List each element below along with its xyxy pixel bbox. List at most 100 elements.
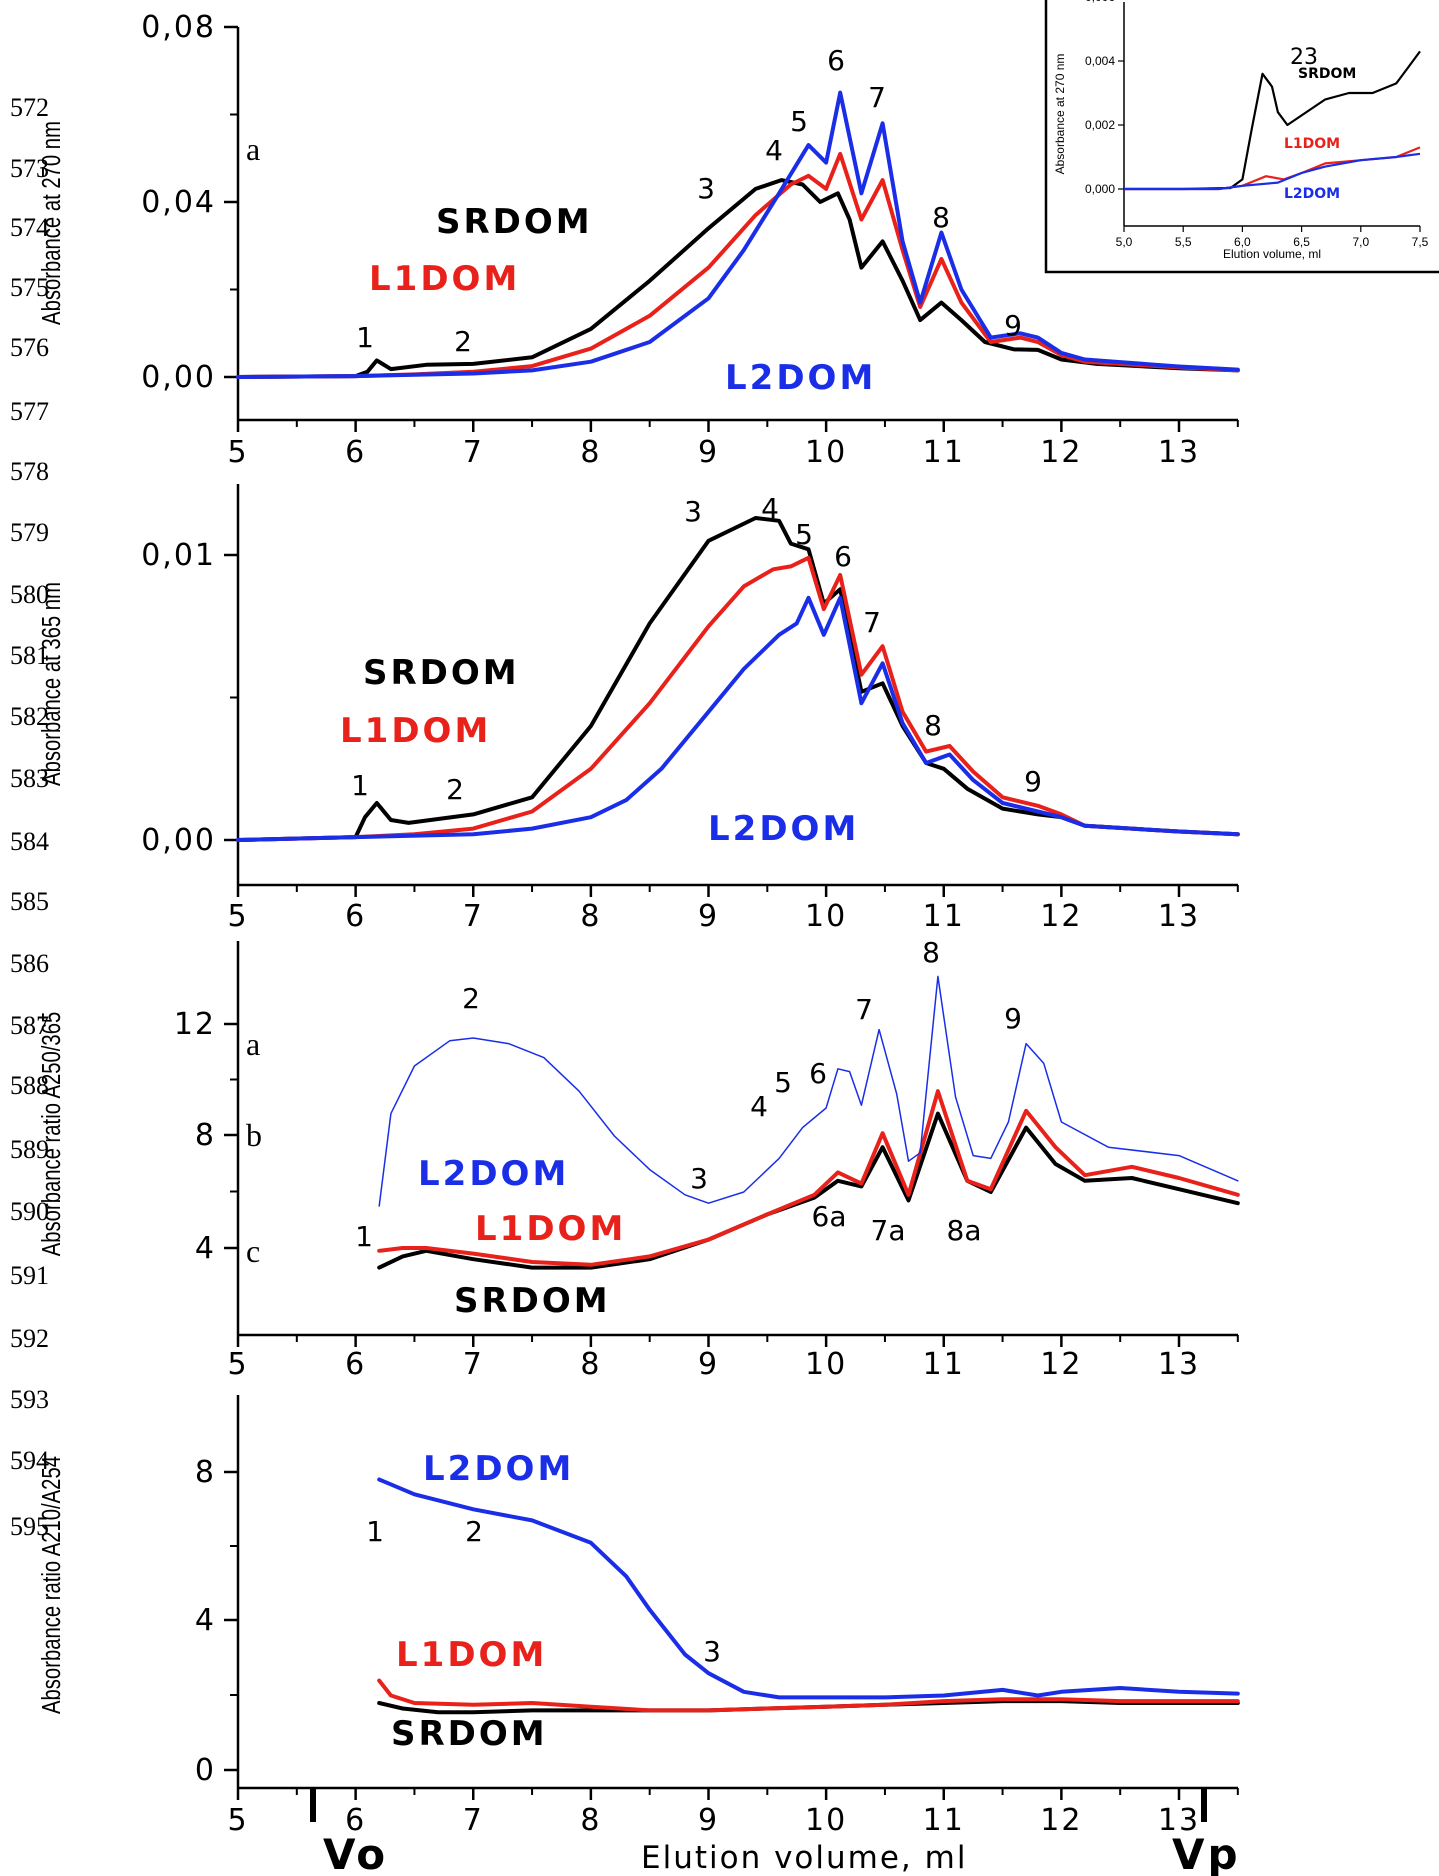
stray-letter: a	[246, 131, 260, 167]
y-axis-title: Absorbance at 270 nm	[37, 121, 66, 325]
x-tick-label: 11	[923, 1803, 965, 1838]
y-tick-label: 4	[195, 1231, 216, 1266]
series-label-l1dom: L1DOM	[369, 259, 520, 299]
peak-label: 1	[351, 769, 369, 802]
peak-label: 3	[697, 172, 715, 205]
peak-label: 1	[356, 321, 374, 354]
inset-x-tick-label: 5,0	[1116, 235, 1133, 249]
line-number: 581	[10, 641, 49, 670]
peak-label: 6	[809, 1057, 827, 1090]
series-label-srdom: SRDOM	[436, 202, 593, 242]
x-tick-label: 9	[698, 899, 719, 934]
peak-label: 8a	[947, 1214, 982, 1247]
inset-x-tick-label: 5,5	[1175, 235, 1192, 249]
peak-label: 9	[1004, 309, 1022, 342]
peak-label: 2	[446, 773, 464, 806]
x-tick-label: 5	[227, 899, 248, 934]
peak-label: 8	[924, 709, 942, 742]
x-tick-label: 12	[1040, 899, 1082, 934]
line-number: 578	[10, 457, 49, 486]
peak-label: 6	[834, 540, 852, 573]
x-tick-label: 6	[345, 899, 366, 934]
stray-letters: a a b c	[246, 131, 262, 1269]
line-number: 574	[10, 213, 49, 242]
peak-label: 8	[932, 201, 950, 234]
line-number: 594	[10, 1446, 49, 1475]
x-tick-label: 7	[463, 1347, 484, 1382]
x-tick-label: 5	[227, 1347, 248, 1382]
y-tick-label: 0,08	[141, 10, 216, 45]
line-number: 591	[10, 1261, 49, 1290]
stray-letter: b	[246, 1117, 262, 1153]
inset-y-axis-title: Absorbance at 270 nm	[1053, 54, 1067, 175]
inset-x-axis-title: Elution volume, ml	[1223, 247, 1321, 261]
peak-label: 3	[684, 495, 702, 528]
peak-label: 6a	[812, 1200, 847, 1233]
x-axis-footer: Vo Elution volume, ml Vp	[310, 1789, 1241, 1876]
x-tick-label: 8	[580, 1803, 601, 1838]
x-tick-label: 11	[923, 1347, 965, 1382]
peak-label: 2	[462, 982, 480, 1015]
peak-label: 7a	[871, 1214, 906, 1247]
x-tick-label: 10	[805, 435, 847, 470]
peak-label: 2	[454, 325, 472, 358]
peak-label: 7	[868, 81, 886, 114]
peak-label: 7	[863, 606, 881, 639]
series-label-l2dom: L2DOM	[708, 809, 859, 849]
line-number: 573	[10, 154, 49, 183]
line-number: 576	[10, 333, 49, 362]
line-numbers: 572 573 574 575 576 577 578 579 580 581 582 583 584 5…	[10, 93, 49, 1541]
peak-label: 2	[465, 1515, 483, 1548]
peak-label: 8	[922, 936, 940, 969]
vp-label: Vp	[1172, 1830, 1241, 1876]
series-label-l2dom: L2DOM	[423, 1449, 574, 1489]
x-tick-label: 8	[580, 899, 601, 934]
x-tick-label: 12	[1040, 435, 1082, 470]
y-tick-label: 0,01	[141, 538, 216, 573]
line-number: 579	[10, 518, 49, 547]
y-tick-label: 8	[195, 1118, 216, 1153]
peak-label: 4	[750, 1090, 768, 1123]
line-number: 583	[10, 764, 49, 793]
peak-label: 9	[1024, 765, 1042, 798]
line-number: 587	[10, 1011, 49, 1040]
series-label-l1dom: L1DOM	[475, 1209, 626, 1249]
x-tick-label: 12	[1040, 1803, 1082, 1838]
line-number: 575	[10, 273, 49, 302]
x-tick-label: 9	[698, 1803, 719, 1838]
series-label-srdom: SRDOM	[391, 1714, 548, 1754]
inset-chart: 5,0 5,5 6,0 6,5 7,0 7,5 0,000 0,002 0,004 0,006 Ab…	[1044, 0, 1439, 274]
inset-series-label-l2dom: L2DOM	[1284, 186, 1340, 202]
x-tick-label: 6	[345, 1347, 366, 1382]
x-tick-label: 6	[345, 1803, 366, 1838]
x-tick-label: 10	[805, 899, 847, 934]
x-tick-label: 13	[1158, 435, 1200, 470]
line-number: 592	[10, 1324, 49, 1353]
inset-x-tick-label: 6,5	[1293, 235, 1310, 249]
y-axis-title: Absorbance ratio A210/A254	[37, 1456, 66, 1714]
peak-label: 4	[765, 134, 783, 167]
y-tick-label: 0	[195, 1753, 216, 1788]
y-axis-title: Absorbance at 365 nm	[37, 582, 66, 786]
x-tick-labels: 5 6 7 8 9 10 11 12 13	[227, 899, 1198, 934]
x-tick-label: 13	[1158, 1803, 1200, 1838]
x-tick-label: 7	[463, 899, 484, 934]
inset-x-tick-label: 7,0	[1352, 235, 1369, 249]
series-line-srdom	[236, 178, 1240, 379]
series-label-l1dom: L1DOM	[340, 711, 491, 751]
peak-label: 5	[790, 105, 808, 138]
peak-label: 3	[690, 1162, 708, 1195]
peak-label: 6	[827, 44, 845, 77]
x-tick-label: 5	[227, 435, 248, 470]
peak-label: 1	[355, 1220, 373, 1253]
x-tick-label: 8	[580, 435, 601, 470]
inset-y-tick-label: 0,000	[1085, 182, 1115, 196]
series-line-l2dom	[236, 90, 1240, 379]
inset-y-tick-label: 0,002	[1085, 118, 1115, 132]
stray-letter: a	[246, 1026, 260, 1062]
x-tick-label: 12	[1040, 1347, 1082, 1382]
inset-series-line-l2dom	[1124, 152, 1421, 191]
